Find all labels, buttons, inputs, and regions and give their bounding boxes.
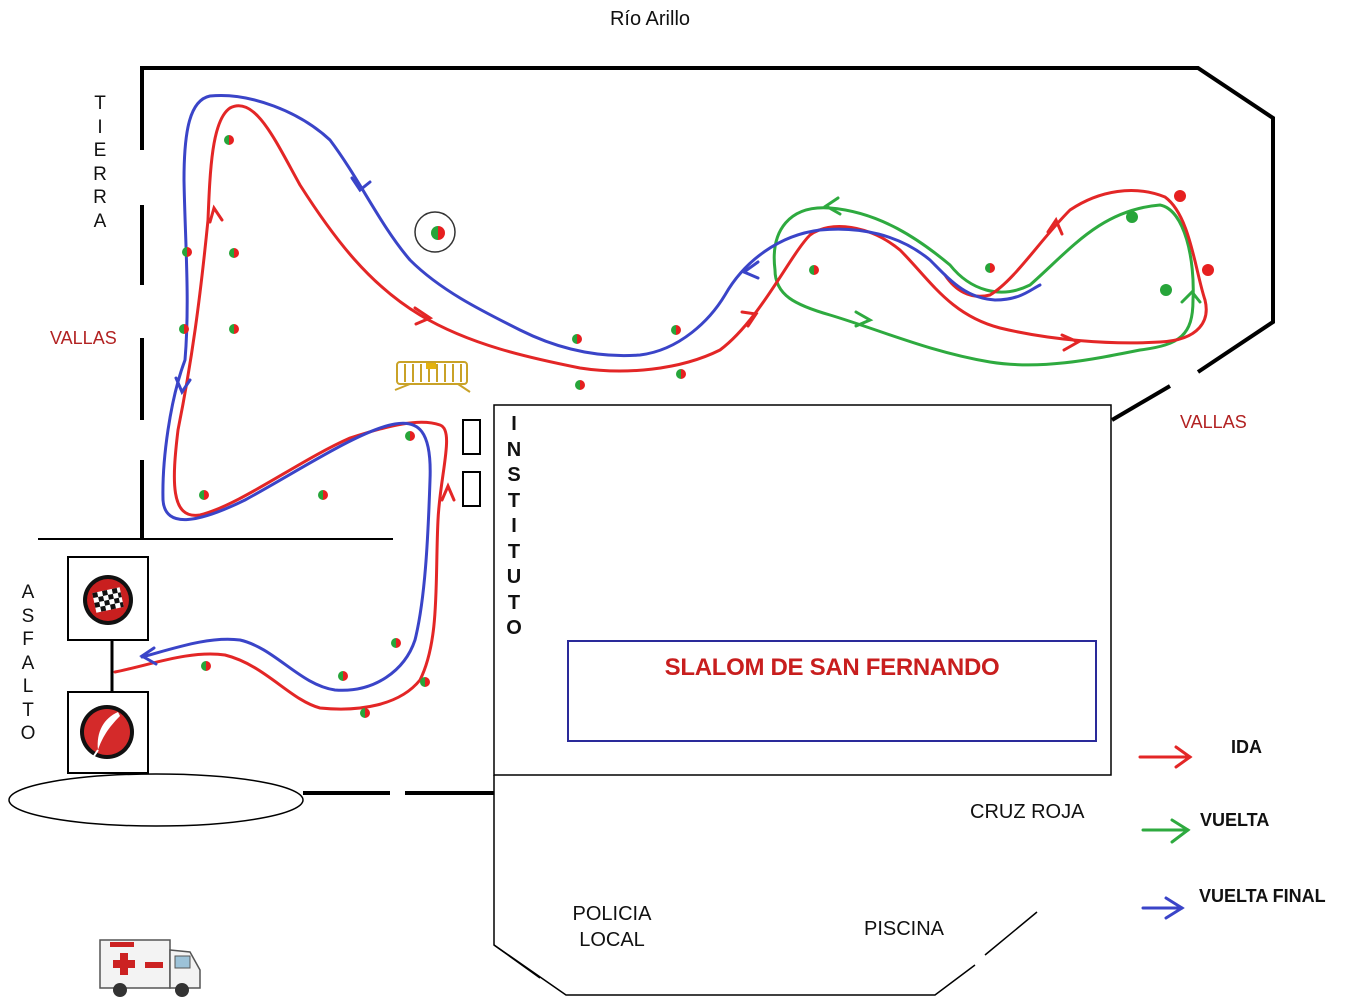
legend-arrows xyxy=(1138,745,1193,920)
cone-icon xyxy=(338,671,348,681)
instituto-building xyxy=(493,404,1112,776)
cone-icon xyxy=(420,677,430,687)
cone-icon xyxy=(318,490,328,500)
legend-label-ida: IDA xyxy=(1231,737,1262,757)
direction-arrows xyxy=(139,176,1202,666)
arrow-final xyxy=(740,260,760,280)
policia-local-label: POLICIA LOCAL xyxy=(572,903,652,951)
instituto-label: I N S T I T U T O xyxy=(506,413,522,639)
piscina-label: PISCINA xyxy=(864,918,945,940)
river-label: Río Arillo xyxy=(609,8,691,30)
legend-label-vuelta: VUELTA xyxy=(1200,810,1270,830)
lower-block-edge xyxy=(984,911,1038,956)
cone-icon xyxy=(1174,190,1186,202)
marker-box xyxy=(462,419,481,455)
arrow-ida xyxy=(413,306,434,326)
arrow-final xyxy=(174,376,192,396)
cone-icon xyxy=(224,135,234,145)
cone-icon xyxy=(985,263,995,273)
legend-label-vuelta-final: VUELTA FINAL xyxy=(1199,886,1326,906)
cone-icon xyxy=(391,638,401,648)
cone-icon xyxy=(229,324,239,334)
arrow-final xyxy=(350,176,372,193)
vallas-right-label: VALLAS xyxy=(1180,412,1247,432)
arrow-ida xyxy=(740,310,759,328)
circled-cone-ring xyxy=(414,211,456,253)
perimeter-walls xyxy=(140,66,1275,538)
cone-icon xyxy=(179,324,189,334)
tierra-label: T I E R R A xyxy=(93,93,107,232)
legend-arrow-final xyxy=(1141,896,1185,920)
finish-box xyxy=(67,691,149,774)
cone-icon xyxy=(199,490,209,500)
start-box xyxy=(67,556,149,641)
cone-icon xyxy=(572,334,582,344)
roundabout xyxy=(8,773,304,827)
asfalto-label: A S F A L T O xyxy=(20,582,36,744)
cone-icon xyxy=(809,265,819,275)
arrow-vuelta xyxy=(1180,289,1202,304)
cone-icon xyxy=(201,661,211,671)
cone-icon xyxy=(575,380,585,390)
route-vuelta xyxy=(772,203,1195,367)
arrow-vuelta xyxy=(854,310,874,328)
quill-icon xyxy=(93,712,120,757)
barrier-icon xyxy=(394,361,471,393)
cone-icon xyxy=(1202,264,1214,276)
cone-icon xyxy=(671,325,681,335)
ambulance-icon xyxy=(99,939,201,997)
arrow-ida xyxy=(1060,333,1082,352)
vallas-left-label: VALLAS xyxy=(50,328,117,348)
legend-arrow-vuelta xyxy=(1141,818,1191,844)
lower-block-left xyxy=(493,944,541,979)
cone-icon xyxy=(431,226,445,240)
cruz-roja-label: CRUZ ROJA xyxy=(970,801,1085,823)
arrow-ida xyxy=(1046,216,1064,236)
event-title: SLALOM DE SAN FERNANDO xyxy=(664,654,1000,681)
route-ida xyxy=(113,104,1208,711)
cone-icon xyxy=(676,369,686,379)
arrow-final xyxy=(139,646,158,666)
arrow-ida xyxy=(440,482,456,502)
arrow-vuelta xyxy=(823,196,842,216)
cone-icon xyxy=(1160,284,1172,296)
cone-icon xyxy=(229,248,239,258)
route-vuelta-final xyxy=(140,93,1042,692)
legend-arrow-ida xyxy=(1138,745,1193,769)
cone-icon xyxy=(1126,211,1138,223)
lower-block xyxy=(493,775,976,996)
marker-box xyxy=(462,471,481,507)
arrow-ida xyxy=(208,204,224,224)
cone-icon xyxy=(360,708,370,718)
cone-icon xyxy=(405,431,415,441)
checkered-flag-icon xyxy=(92,587,124,613)
cones xyxy=(179,135,1214,718)
cone-icon xyxy=(182,247,192,257)
event-title-box: SLALOM DE SAN FERNANDO xyxy=(567,640,1097,742)
